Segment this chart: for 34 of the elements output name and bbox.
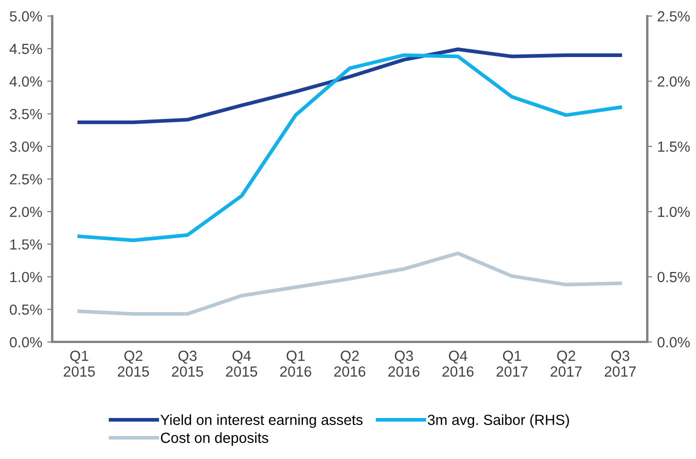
y2-tick-label: 1.0%: [658, 206, 690, 218]
y2-tick-label: 1.5%: [658, 142, 690, 152]
y2-tick-label: 2.0%: [658, 76, 690, 87]
y-tick-label: 5.0%: [10, 11, 42, 22]
y-tick-label: 3.0%: [10, 142, 42, 152]
legend-label: Yield on interest earning assets: [160, 414, 363, 428]
line-series: [77, 53, 622, 242]
y-tick-label: 2.0%: [10, 206, 42, 218]
y2-tick-label: 2.5%: [658, 11, 690, 22]
x-tick-label: Q1 2015: [64, 350, 95, 377]
x-tick-label: Q1 2016: [280, 350, 312, 377]
y-tick-label: 0.5%: [10, 304, 42, 315]
y-tick-label: 2.5%: [10, 174, 42, 184]
y-tick-label: 0.0%: [10, 337, 42, 348]
x-tick-label: Q3 2017: [604, 350, 636, 377]
y-tick-label: 1.0%: [10, 272, 42, 282]
y-tick-label: 3.5%: [10, 108, 42, 120]
x-tick-label: Q4 2016: [442, 350, 474, 377]
x-tick-label: Q2 2017: [550, 350, 582, 377]
y-tick-label: 1.5%: [10, 239, 42, 250]
legend-label: 3m avg. Saibor (RHS): [428, 414, 569, 428]
y2-tick-label: 0.5%: [658, 272, 690, 282]
line-series: [77, 48, 622, 124]
x-tick-label: Q1 2017: [496, 350, 528, 377]
y2-tick-label: 0.0%: [658, 337, 690, 348]
line-series: [77, 252, 622, 316]
x-tick-label: Q3 2015: [172, 350, 204, 377]
x-tick-label: Q2 2015: [118, 350, 149, 377]
y-tick-label: 4.0%: [10, 76, 42, 87]
x-tick-label: Q3 2016: [388, 350, 420, 377]
legend-label: Cost on deposits: [160, 432, 268, 446]
x-tick-label: Q4 2015: [226, 350, 258, 377]
y-tick-label: 4.5%: [10, 44, 42, 54]
x-tick-label: Q2 2016: [334, 350, 366, 377]
